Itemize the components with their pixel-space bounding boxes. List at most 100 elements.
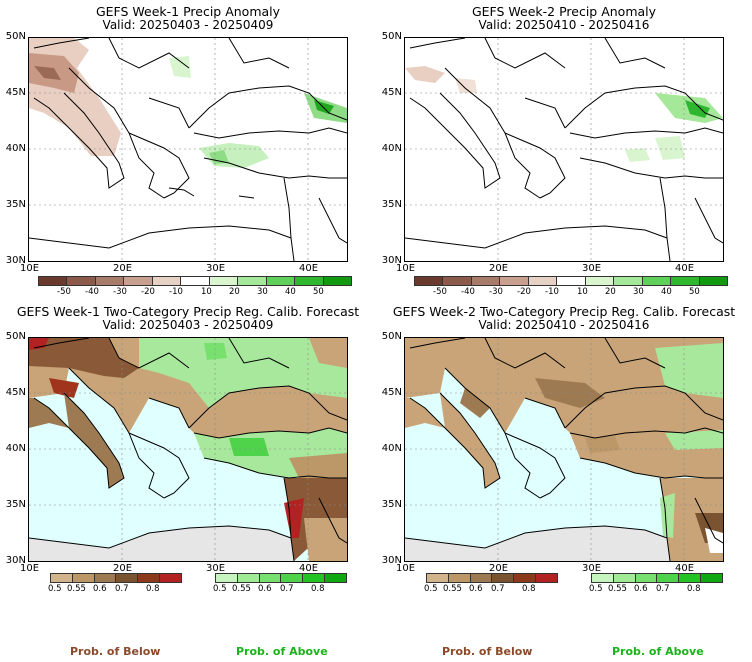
italy-below: [405, 393, 500, 488]
lat-label: 45N: [5, 387, 26, 398]
land-above-area: [655, 343, 723, 398]
panel-title: GEFS Week-2 Precip Anomaly: [471, 4, 657, 19]
anomaly-colorbar: [38, 276, 352, 286]
colorbar-label: 0.55: [232, 584, 251, 594]
panel-valid-dates: Valid: 20250410 - 20250416: [478, 318, 650, 332]
colorbar-label: 0.7: [656, 584, 670, 594]
colorbar-label: 20: [229, 287, 240, 297]
wet-anomaly-balkans: [169, 56, 191, 78]
land-above-area: [139, 338, 347, 408]
colorbar-label: -40: [85, 287, 99, 297]
colorbar-label: 0.5: [213, 584, 227, 594]
colorbar-label: 0.55: [67, 584, 86, 594]
colorbar-label: -30: [489, 287, 503, 297]
colorbar-label: 10: [201, 287, 212, 297]
panel-valid-dates: Valid: 20250410 - 20250416: [478, 18, 650, 32]
land-above-core: [204, 343, 227, 360]
land-below-max: [29, 338, 49, 350]
lat-label: 30N: [5, 255, 26, 266]
coastlines: [405, 338, 723, 561]
graticule: [29, 338, 347, 561]
colorbar-label: -30: [113, 287, 127, 297]
anomaly-map: [28, 37, 348, 262]
lat-label: 40N: [5, 443, 26, 454]
colorbar-label: -10: [545, 287, 559, 297]
dry-anomaly-area: [405, 66, 445, 83]
colorbar-label: 0.6: [634, 584, 648, 594]
lon-label: 10E: [396, 563, 416, 574]
lon-label: 30E: [582, 563, 602, 574]
colorbar-label: 0.8: [311, 584, 325, 594]
dry-anomaly-area: [455, 78, 477, 93]
graticule: [29, 38, 347, 261]
wet-anomaly-east: [655, 136, 685, 160]
map-graphic: [29, 38, 347, 261]
lon-label: 30E: [582, 263, 602, 274]
lon-label: 20E: [113, 563, 133, 574]
lon-label: 10E: [396, 263, 416, 274]
panel-week1-probability: GEFS Week-1 Two-Category Precip Reg. Cal…: [0, 300, 376, 662]
panel-title: GEFS Week-1 Two-Category Precip Reg. Cal…: [16, 304, 360, 319]
panel-week2-anomaly: GEFS Week-2 Precip Anomaly Valid: 202504…: [376, 0, 752, 300]
colorbar-label: 0.7: [115, 584, 129, 594]
map-graphic: [405, 338, 723, 561]
colorbar-label: 0.8: [687, 584, 701, 594]
italy-below: [29, 393, 124, 488]
colorbar-label: 0.5: [424, 584, 438, 594]
colorbar-label: 0.8: [522, 584, 536, 594]
panel-week1-anomaly: GEFS Week-1 Precip Anomaly Valid: 202504…: [0, 0, 376, 300]
lon-label: 40E: [299, 563, 319, 574]
colorbar-label: -20: [141, 287, 155, 297]
map-graphic: [405, 38, 723, 261]
legend-below-label: Prob. of Below: [442, 645, 533, 658]
land-below-max: [49, 378, 79, 398]
colorbar-label: 0.6: [93, 584, 107, 594]
wet-anomaly-caucasus-core: [685, 100, 710, 118]
lat-label: 35N: [5, 499, 26, 510]
coastlines: [29, 38, 347, 261]
panel-valid-dates: Valid: 20250403 - 20250409: [102, 318, 274, 332]
lat-label: 35N: [381, 199, 402, 210]
no-forecast-area: [29, 526, 294, 561]
lat-label: 40N: [381, 143, 402, 154]
colorbar-label: -50: [433, 287, 447, 297]
lat-label: 30N: [381, 555, 402, 566]
colorbar-label: 0.6: [469, 584, 483, 594]
above-colorbar: [215, 573, 347, 583]
colorbar-label: 40: [285, 287, 296, 297]
colorbar-label: 0.8: [146, 584, 160, 594]
graticule: [405, 38, 723, 261]
lat-label: 35N: [5, 199, 26, 210]
colorbar-label: -10: [169, 287, 183, 297]
lon-label: 20E: [489, 263, 509, 274]
colorbar-label: 10: [577, 287, 588, 297]
probability-map: [404, 337, 724, 562]
colorbar-label: 0.55: [608, 584, 627, 594]
wet-anomaly-turkey: [625, 148, 650, 162]
lat-label: 45N: [381, 87, 402, 98]
panel-title: GEFS Week-2 Two-Category Precip Reg. Cal…: [392, 304, 736, 319]
arabia-below: [304, 518, 347, 561]
map-graphic: [29, 338, 347, 561]
colorbar-label: -40: [461, 287, 475, 297]
no-signal-area: [705, 528, 723, 553]
lon-label: 10E: [20, 563, 40, 574]
colorbar-label: 50: [689, 287, 700, 297]
land-below-strong: [460, 388, 490, 418]
panel-title: GEFS Week-1 Precip Anomaly: [95, 4, 281, 19]
east-above: [665, 430, 723, 450]
anomaly-map: [404, 37, 724, 262]
below-colorbar: [426, 573, 558, 583]
colorbar-label: -20: [517, 287, 531, 297]
coastlines: [29, 338, 347, 561]
land-below-area: [309, 338, 347, 368]
lon-label: 20E: [113, 263, 133, 274]
panel-week2-probability: GEFS Week-2 Two-Category Precip Reg. Cal…: [376, 300, 752, 662]
lon-label: 30E: [206, 563, 226, 574]
no-forecast-area: [405, 526, 670, 561]
lon-label: 30E: [206, 263, 226, 274]
lat-label: 30N: [5, 555, 26, 566]
levant-above: [660, 493, 675, 538]
lon-label: 40E: [675, 263, 695, 274]
colorbar-label: 30: [633, 287, 644, 297]
